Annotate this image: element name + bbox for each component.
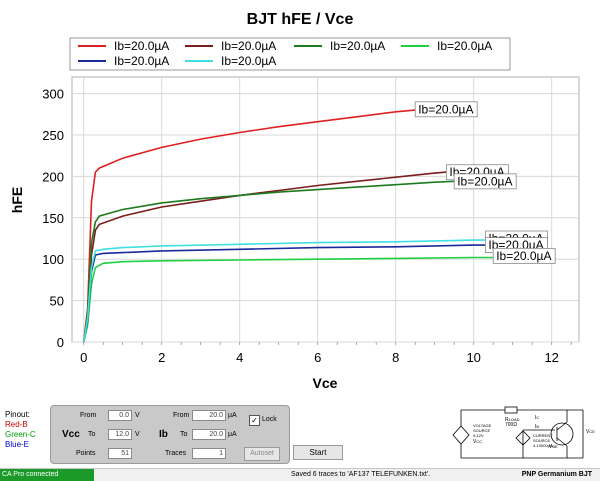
- vsrc-line2: SOURCE: [473, 428, 490, 433]
- series-line-1: [82, 109, 416, 343]
- pinout-red: Red-B: [5, 420, 28, 429]
- vcc-to-label: To: [88, 431, 96, 438]
- status-bar: CA Pro connected Saved 6 traces to 'AF13…: [0, 468, 600, 481]
- series-line-3: [82, 179, 474, 343]
- legend-entry: Ib=20.0µA: [221, 54, 276, 68]
- pinout-legend: Pinout: Red-B Green-C Blue-E: [5, 410, 36, 450]
- ib-from-label: From: [173, 412, 190, 419]
- ib-from-field[interactable]: 20.0: [192, 410, 226, 421]
- lock-checkbox[interactable]: ✓: [249, 415, 260, 426]
- chart-title: BJT hFE / Vce: [247, 11, 354, 28]
- vcc-from-label: From: [80, 412, 97, 419]
- vcc-to-unit: V: [135, 431, 140, 438]
- y-tick-label: 150: [42, 211, 64, 226]
- annotation-label: Ib=20.0µA: [457, 174, 512, 188]
- isrc-line2: SOURCE: [533, 438, 550, 443]
- isrc-line3: 4-10000µA: [533, 443, 553, 448]
- annotation-box: [492, 247, 556, 264]
- x-axis-label: Vce: [313, 375, 338, 391]
- x-tick-label: 10: [466, 350, 480, 365]
- pinout-title: Pinout:: [5, 410, 30, 419]
- chart: BJT hFE / Vce Ib=20.0µA Ib=20.0µA Ib=20.0µ…: [9, 11, 580, 391]
- ib-from-unit: µA: [228, 412, 237, 419]
- y-tick-label: 100: [42, 252, 64, 267]
- annotation-label: Ib=20.0µA: [496, 249, 551, 263]
- traces-label: Traces: [165, 450, 187, 457]
- vce-label: VCE: [586, 429, 595, 435]
- rload-symbol: [504, 406, 518, 414]
- ib-to-label: To: [180, 431, 188, 438]
- annotation-box: [414, 101, 478, 118]
- x-tick-labels: 0 2 4 6 8 10 12: [80, 350, 559, 365]
- y-axis-label: hFE: [9, 187, 25, 213]
- vbe-label: VBE: [549, 444, 558, 450]
- traces-field[interactable]: 1: [192, 448, 226, 459]
- isrc-line1: CURRENT: [533, 433, 553, 438]
- ic-label: IC: [535, 415, 539, 421]
- vcc-from-field[interactable]: 0.0: [108, 410, 132, 421]
- current-source-symbol: [515, 430, 531, 446]
- vsrc-line1: VOLTAGE: [473, 423, 492, 428]
- y-tick-label: 0: [57, 335, 64, 350]
- rload-label: RLOAD: [505, 417, 520, 423]
- vcc-from-unit: V: [135, 412, 140, 419]
- ib-label: Ib: [159, 429, 168, 440]
- ib-schem-label: IB: [535, 424, 539, 430]
- vsrc-line3: 0-12V: [473, 433, 484, 438]
- pinout-green: Green-C: [5, 430, 36, 439]
- legend-entry: Ib=20.0µA: [330, 39, 385, 53]
- x-tick-label: 6: [314, 350, 321, 365]
- series-group: [82, 109, 494, 343]
- sweep-controls-panel: Vcc From 0.0 V To 12.0 V Points 51 Ib Fr…: [50, 405, 290, 464]
- legend-entry: Ib=20.0µA: [114, 39, 169, 53]
- vcc-to-field[interactable]: 12.0: [108, 429, 132, 440]
- ib-to-field[interactable]: 20.0: [192, 429, 226, 440]
- autoset-button[interactable]: Autoset: [244, 447, 280, 461]
- y-tick-label: 200: [42, 169, 64, 184]
- vsrc-label: VCC: [473, 439, 482, 445]
- legend-entry: Ib=20.0µA: [221, 39, 276, 53]
- pinout-blue: Blue-E: [5, 440, 30, 449]
- points-field[interactable]: 51: [108, 448, 132, 459]
- legend-entry: Ib=20.0µA: [114, 54, 169, 68]
- y-tick-label: 50: [50, 294, 64, 309]
- device-type: PNP Germanium BJT: [521, 471, 592, 478]
- voltage-source-symbol: [452, 425, 470, 445]
- y-tick-label: 300: [42, 87, 64, 102]
- legend: Ib=20.0µA Ib=20.0µA Ib=20.0µA Ib=20.0µAIb=2…: [78, 39, 492, 68]
- y-tick-label: 250: [42, 128, 64, 143]
- series-line-2: [82, 170, 455, 343]
- annotation-box: [453, 173, 517, 190]
- x-tick-label: 12: [544, 350, 558, 365]
- series-line-4: [82, 256, 494, 343]
- annotation-label: Ib=20.0µA: [418, 102, 473, 116]
- legend-box: [69, 37, 511, 71]
- connection-status: CA Pro connected: [0, 469, 94, 481]
- series-line-6: [82, 239, 486, 343]
- x-tick-label: 4: [236, 350, 243, 365]
- vcc-label: Vcc: [62, 429, 80, 440]
- lock-label: Lock: [262, 416, 277, 423]
- status-message: Saved 6 traces to 'AF137 TELEFUNKEN.txt'…: [291, 471, 431, 478]
- start-button[interactable]: Start: [293, 445, 343, 460]
- x-tick-label: 2: [158, 350, 165, 365]
- transistor-symbol: [550, 422, 574, 446]
- annotations: Ib=20.0µAIb=20.0µAIb=20.0µAIb=20.0µAIb=2…: [414, 101, 556, 264]
- points-label: Points: [76, 450, 96, 457]
- rload-value: 700Ω: [505, 422, 517, 428]
- x-tick-label: 8: [392, 350, 399, 365]
- x-tick-label: 0: [80, 350, 87, 365]
- ib-to-unit: µA: [228, 431, 237, 438]
- legend-entry: Ib=20.0µA: [437, 39, 492, 53]
- y-tick-labels: 0 50 100 150 200 250 300: [42, 87, 64, 350]
- circuit-schematic: RLOAD 700Ω IC IB VBE VCE VOLTAGE SOURCE …: [452, 406, 595, 459]
